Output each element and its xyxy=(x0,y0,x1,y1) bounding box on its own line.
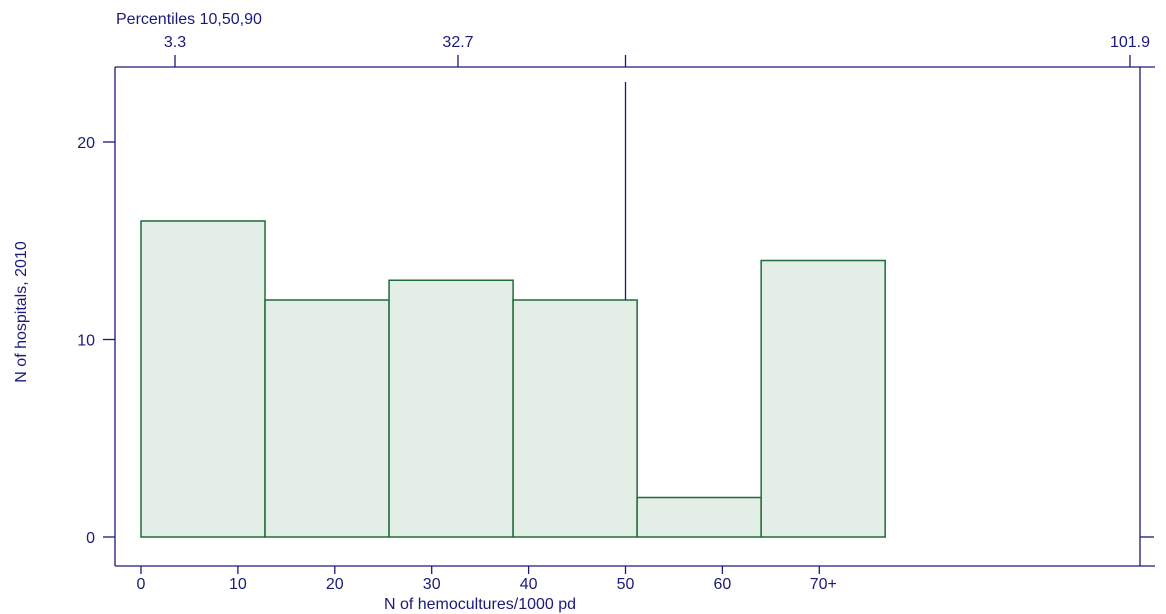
x-tick-label: 0 xyxy=(137,576,146,593)
bars-group xyxy=(140,220,886,538)
x-tick-label: 70+ xyxy=(810,576,837,593)
top-axis-title: Percentiles 10,50,90 xyxy=(116,11,262,28)
y-axis-label: N of hospitals, 2010 xyxy=(13,241,30,383)
plot-frame xyxy=(114,66,1155,567)
histogram-bar xyxy=(140,220,266,538)
histogram-bar xyxy=(388,279,514,538)
histogram-bar xyxy=(636,496,762,538)
y-tick-label: 20 xyxy=(77,135,95,152)
percentile-ticks: 3.3 32.7 101.9 xyxy=(164,34,1150,67)
y-tick-label: 0 xyxy=(86,530,95,547)
percentile-tick-label: 101.9 xyxy=(1110,34,1150,51)
x-axis-ticks: 0 10 20 30 40 50 60 70+ xyxy=(137,566,837,593)
histogram-bar xyxy=(760,259,886,538)
y-tick-label: 10 xyxy=(77,333,95,350)
histogram-bar xyxy=(512,299,638,538)
percentile-tick-label: 3.3 xyxy=(164,34,186,51)
x-axis-label: N of hemocultures/1000 pd xyxy=(384,596,576,613)
x-tick-label: 30 xyxy=(423,576,441,593)
percentile-tick-label: 32.7 xyxy=(442,34,473,51)
x-tick-label: 50 xyxy=(617,576,635,593)
y-axis-ticks: 0 10 20 xyxy=(77,135,1154,547)
x-tick-label: 20 xyxy=(326,576,344,593)
x-tick-label: 60 xyxy=(714,576,732,593)
x-tick-label: 10 xyxy=(229,576,247,593)
histogram-bar xyxy=(264,299,390,538)
x-tick-label: 40 xyxy=(520,576,538,593)
